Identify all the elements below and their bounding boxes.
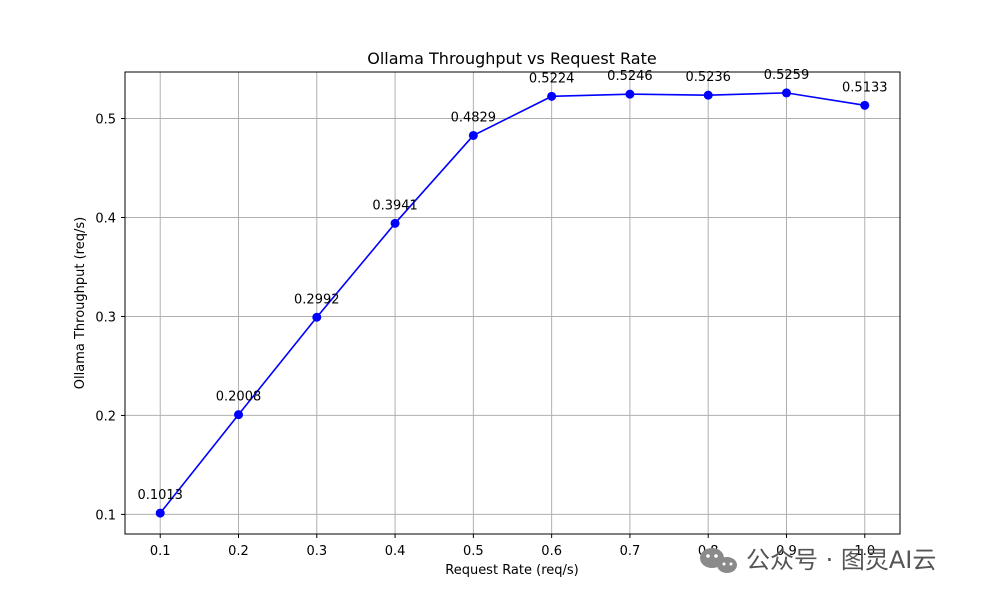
y-tick-label: 0.4 bbox=[95, 211, 116, 226]
data-point bbox=[703, 90, 713, 100]
x-tick-label: 0.3 bbox=[306, 544, 327, 559]
data-label: 0.3941 bbox=[372, 198, 418, 213]
data-label: 0.5236 bbox=[685, 70, 731, 85]
x-tick-label: 0.4 bbox=[385, 544, 406, 559]
y-tick-label: 0.5 bbox=[95, 113, 116, 128]
wechat-icon bbox=[700, 548, 737, 573]
watermark-text: 公众号 · 图灵AI云 bbox=[746, 546, 936, 574]
data-label-layer: 0.1013 0.2008 0.2992 0.3941 0.4829 0.5224 0.52… bbox=[137, 68, 887, 503]
data-point bbox=[860, 100, 870, 110]
data-point bbox=[547, 91, 557, 101]
y-tick-label: 0.2 bbox=[95, 409, 116, 424]
data-label: 0.2992 bbox=[294, 292, 340, 307]
x-tick-label: 0.5 bbox=[463, 544, 484, 559]
y-tick-label: 0.1 bbox=[95, 508, 116, 523]
data-point bbox=[390, 218, 400, 228]
data-point bbox=[625, 89, 635, 99]
x-tick-label: 1.0 bbox=[854, 544, 875, 559]
series-layer bbox=[155, 88, 870, 518]
series-line bbox=[159, 92, 865, 514]
tick-layer: 0.10.20.30.40.50.60.70.80.91.00.10.20.30… bbox=[95, 113, 875, 559]
plot-frame bbox=[124, 71, 901, 535]
data-label: 0.2008 bbox=[216, 390, 262, 405]
x-axis-label: Request Rate (req/s) bbox=[445, 563, 579, 578]
y-tick-label: 0.3 bbox=[95, 310, 116, 325]
data-point bbox=[155, 508, 165, 518]
chart-title: Ollama Throughput vs Request Rate bbox=[367, 49, 656, 68]
data-label: 0.5246 bbox=[607, 69, 653, 84]
data-point bbox=[781, 88, 791, 98]
data-label: 0.4829 bbox=[451, 110, 497, 125]
data-label: 0.5224 bbox=[529, 71, 575, 86]
data-label: 0.5259 bbox=[764, 68, 810, 83]
x-tick-label: 0.7 bbox=[620, 544, 641, 559]
x-tick-label: 0.6 bbox=[541, 544, 562, 559]
x-tick-label: 0.1 bbox=[150, 544, 171, 559]
watermark: 公众号 · 图灵AI云 bbox=[700, 546, 936, 574]
x-tick-label: 0.9 bbox=[776, 544, 797, 559]
x-tick-label: 0.2 bbox=[228, 544, 249, 559]
data-point bbox=[468, 130, 478, 140]
data-label: 0.1013 bbox=[137, 488, 183, 503]
y-axis-label: Ollama Throughput (req/s) bbox=[73, 217, 88, 389]
grid-layer bbox=[125, 72, 900, 534]
data-label: 0.5133 bbox=[842, 80, 888, 95]
data-point bbox=[312, 312, 322, 322]
data-point bbox=[234, 410, 244, 420]
